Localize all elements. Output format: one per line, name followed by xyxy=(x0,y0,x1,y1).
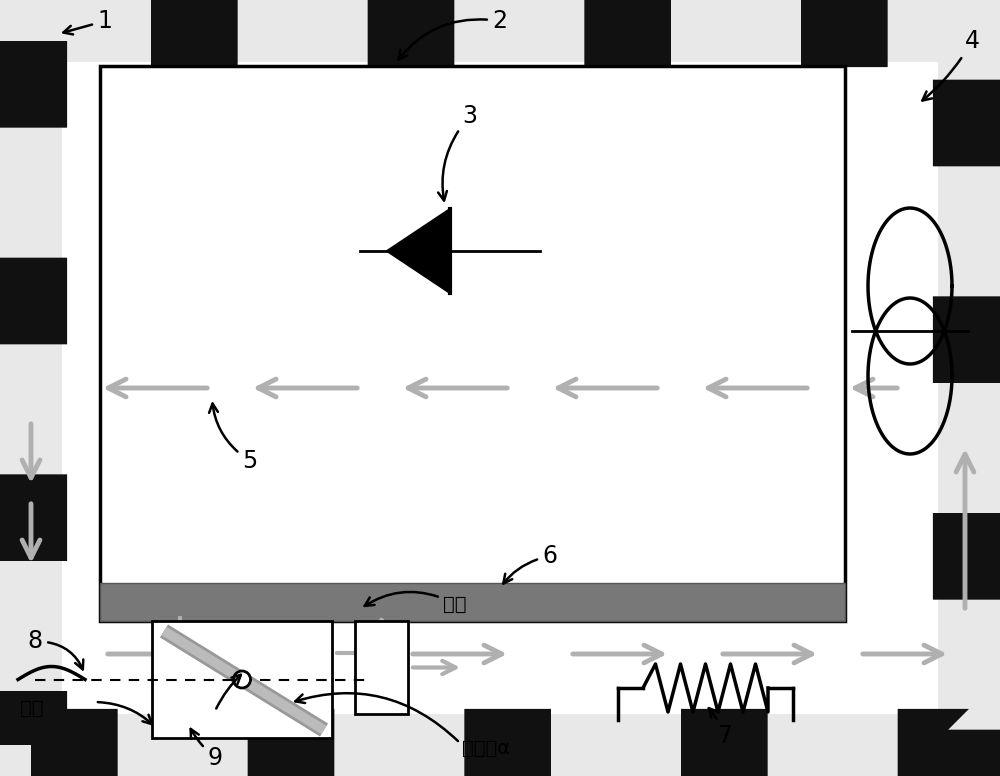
Text: 6: 6 xyxy=(503,544,558,584)
Text: 3: 3 xyxy=(438,104,478,200)
Bar xyxy=(100,66,845,621)
Text: 1: 1 xyxy=(63,9,112,34)
Bar xyxy=(100,583,845,621)
Bar xyxy=(152,621,332,738)
Text: 5: 5 xyxy=(209,404,258,473)
Text: 开启角α: 开启角α xyxy=(462,739,510,757)
Text: 4: 4 xyxy=(922,29,980,101)
Bar xyxy=(355,621,408,714)
Bar xyxy=(62,62,938,714)
Text: 9: 9 xyxy=(191,729,222,770)
Text: 7: 7 xyxy=(709,708,732,748)
Polygon shape xyxy=(387,209,450,293)
Text: 进气: 进气 xyxy=(365,592,467,614)
Text: 2: 2 xyxy=(398,9,508,60)
Text: 8: 8 xyxy=(27,629,83,670)
Text: 排气: 排气 xyxy=(20,698,44,718)
Circle shape xyxy=(234,671,250,688)
